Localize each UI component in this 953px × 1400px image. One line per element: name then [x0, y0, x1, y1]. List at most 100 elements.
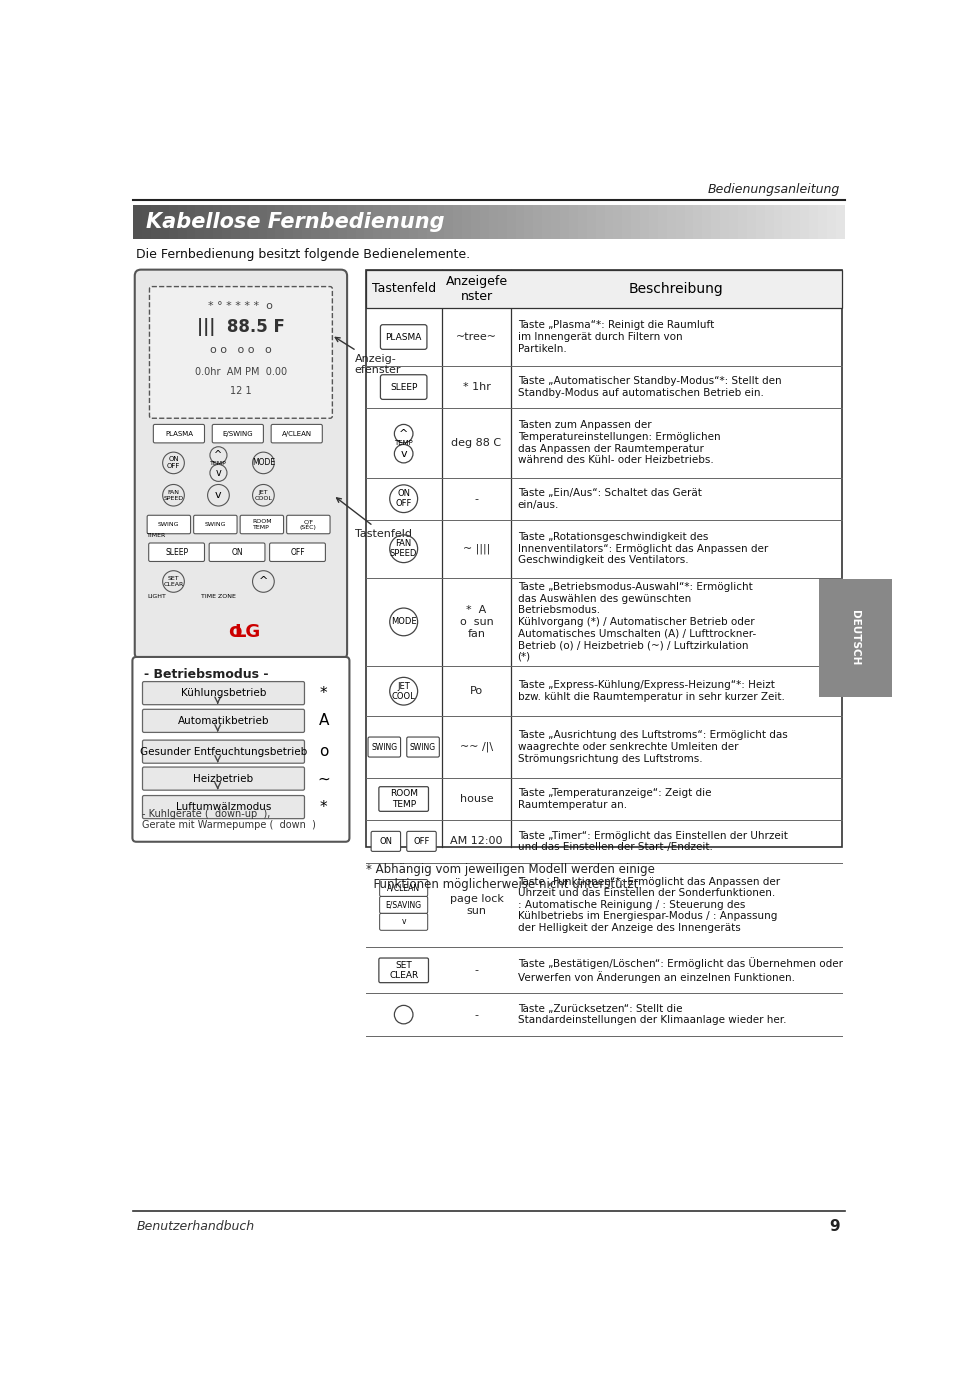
Text: SET
CLEAR: SET CLEAR — [163, 575, 183, 587]
Text: Gesunder Entfeuchtungsbetrieb: Gesunder Entfeuchtungsbetrieb — [140, 746, 307, 756]
Text: Tasten zum Anpassen der
Temperatureinstellungen: Ermöglichen
das Anpassen der Ra: Tasten zum Anpassen der Temperatureinste… — [517, 420, 720, 465]
Text: Taste „Ausrichtung des Luftstroms“: Ermöglicht das
waagrechte oder senkrechte Um: Taste „Ausrichtung des Luftstroms“: Ermö… — [517, 731, 786, 763]
Text: v: v — [401, 917, 405, 927]
Bar — [506, 204, 516, 239]
Text: Taste „Funktionen“*: Ermöglicht das Anpassen der
Uhrzeit und das Einstellen der : Taste „Funktionen“*: Ermöglicht das Anpa… — [517, 876, 779, 932]
Text: SLEEP: SLEEP — [390, 382, 416, 392]
Text: TEMP: TEMP — [210, 461, 227, 466]
Text: 0.0hr  AM PM  0.00: 0.0hr AM PM 0.00 — [194, 367, 287, 377]
Bar — [373, 204, 382, 239]
Text: SWING: SWING — [371, 742, 397, 752]
Text: Die Fernbedienung besitzt folgende Bedienelemente.: Die Fernbedienung besitzt folgende Bedie… — [136, 248, 470, 260]
Bar — [399, 204, 409, 239]
FancyBboxPatch shape — [271, 424, 322, 442]
Bar — [808, 204, 818, 239]
Text: Kühlungsbetrieb: Kühlungsbetrieb — [181, 689, 266, 699]
Text: AM 12:00: AM 12:00 — [450, 836, 502, 847]
Bar — [684, 204, 694, 239]
Text: Anzeigefe
nster: Anzeigefe nster — [445, 274, 507, 302]
Bar — [257, 204, 267, 239]
Text: DEUTSCH: DEUTSCH — [850, 610, 860, 665]
Text: ON
OFF: ON OFF — [167, 456, 180, 469]
Bar — [604, 204, 614, 239]
Bar — [222, 204, 232, 239]
Text: ~: ~ — [317, 771, 330, 787]
FancyBboxPatch shape — [153, 424, 204, 442]
Text: v: v — [400, 448, 407, 459]
Bar — [142, 204, 152, 239]
Text: deg 88 C: deg 88 C — [451, 438, 501, 448]
FancyBboxPatch shape — [270, 543, 325, 561]
Bar — [409, 204, 418, 239]
Text: *: * — [319, 799, 327, 815]
Text: PLASMA: PLASMA — [385, 333, 421, 342]
FancyBboxPatch shape — [286, 515, 330, 533]
Bar — [391, 204, 400, 239]
Bar — [800, 204, 809, 239]
FancyBboxPatch shape — [149, 543, 204, 561]
Bar — [701, 204, 711, 239]
Bar — [675, 204, 684, 239]
Text: Taste „Express-Kühlung/Express-Heizung“*: Heizt
bzw. kühlt die Raumtemperatur in: Taste „Express-Kühlung/Express-Heizung“*… — [517, 680, 783, 701]
Bar — [436, 204, 445, 239]
Bar — [790, 204, 801, 239]
Bar — [365, 270, 841, 847]
Bar — [578, 204, 587, 239]
FancyBboxPatch shape — [142, 710, 304, 732]
Bar — [524, 204, 534, 239]
Text: Po: Po — [470, 686, 482, 696]
Bar — [693, 204, 702, 239]
FancyBboxPatch shape — [134, 270, 347, 659]
Bar — [471, 204, 480, 239]
FancyBboxPatch shape — [209, 543, 265, 561]
Text: Taste „Ein/Aus“: Schaltet das Gerät
ein/aus.: Taste „Ein/Aus“: Schaltet das Gerät ein/… — [517, 489, 700, 510]
Bar — [488, 204, 498, 239]
FancyBboxPatch shape — [378, 787, 428, 812]
Bar — [541, 204, 552, 239]
Text: o: o — [319, 745, 328, 759]
Bar — [177, 204, 187, 239]
Text: E/SAVING: E/SAVING — [385, 900, 421, 910]
Bar — [515, 204, 525, 239]
Text: Taste „Timer“: Ermöglicht das Einstellen der Uhrzeit
und das Einstellen der Star: Taste „Timer“: Ermöglicht das Einstellen… — [517, 830, 786, 853]
FancyBboxPatch shape — [212, 424, 263, 442]
Text: A/CLEAN: A/CLEAN — [281, 431, 312, 437]
Text: MODE: MODE — [252, 458, 274, 468]
FancyBboxPatch shape — [368, 736, 400, 757]
Text: house: house — [459, 794, 493, 804]
Text: OFF: OFF — [290, 547, 305, 557]
Bar — [133, 204, 143, 239]
Text: ^: ^ — [398, 428, 408, 438]
Bar — [453, 204, 462, 239]
Text: TIME ZONE: TIME ZONE — [201, 595, 235, 599]
Text: ON: ON — [379, 837, 392, 846]
Bar — [231, 204, 240, 239]
Text: TEMP: TEMP — [394, 440, 413, 445]
Text: SLEEP: SLEEP — [165, 547, 188, 557]
Bar — [365, 270, 841, 308]
Bar — [364, 204, 374, 239]
Text: Taste „Betriebsmodus-Auswahl“*: Ermöglicht
das Auswählen des gewünschten
Betrieb: Taste „Betriebsmodus-Auswahl“*: Ermöglic… — [517, 582, 755, 662]
Text: -: - — [474, 494, 478, 504]
Bar — [426, 204, 436, 239]
Text: * Abhängig vom jeweiligen Modell werden einige
  Funktionen möglicherweise nicht: * Abhängig vom jeweiligen Modell werden … — [365, 862, 654, 890]
Text: *: * — [319, 686, 327, 700]
Text: v: v — [215, 468, 221, 477]
FancyBboxPatch shape — [380, 325, 427, 350]
Bar — [648, 204, 658, 239]
Text: ROOM
TEMP: ROOM TEMP — [252, 519, 272, 531]
FancyBboxPatch shape — [379, 896, 427, 913]
Bar — [195, 204, 205, 239]
Bar — [817, 204, 827, 239]
Text: ~~ /|\: ~~ /|\ — [459, 742, 493, 752]
Bar — [586, 204, 596, 239]
Text: C/F
(SEC): C/F (SEC) — [299, 519, 316, 531]
Text: ^: ^ — [258, 577, 268, 587]
Bar — [746, 204, 756, 239]
Text: *  A
o  sun
fan: * A o sun fan — [459, 605, 493, 638]
FancyBboxPatch shape — [142, 795, 304, 819]
Bar — [311, 204, 320, 239]
FancyBboxPatch shape — [142, 767, 304, 790]
Bar — [728, 204, 738, 239]
FancyBboxPatch shape — [406, 832, 436, 851]
